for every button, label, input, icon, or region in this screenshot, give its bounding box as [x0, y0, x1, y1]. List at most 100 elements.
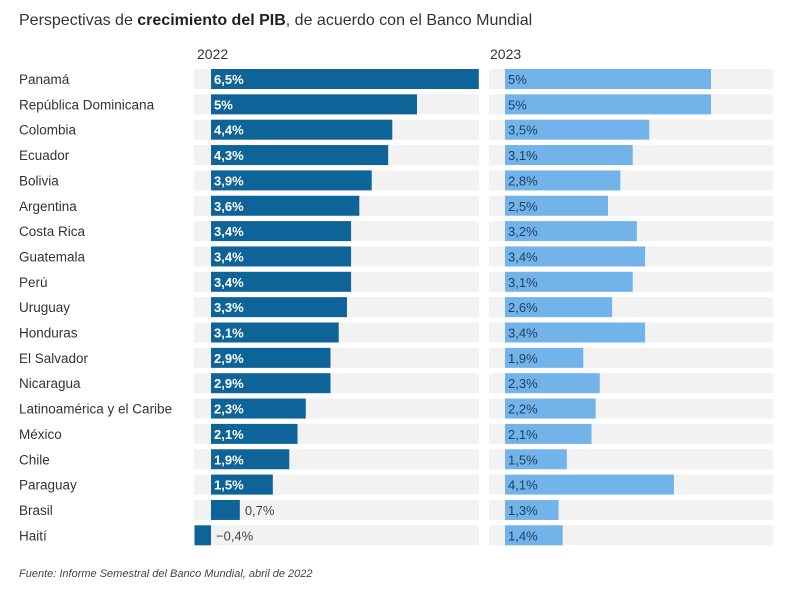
- data-label-2022: 3,3%: [214, 300, 244, 315]
- data-label-2023: 5%: [508, 72, 527, 87]
- bar-2023: [505, 221, 637, 242]
- bar-2023: [505, 499, 559, 520]
- data-label-2023: 2,3%: [508, 376, 538, 391]
- bar-2022: [211, 246, 352, 267]
- bar-2022: [211, 347, 331, 368]
- category-label: México: [19, 427, 62, 442]
- bar-2022: [211, 297, 347, 318]
- bar-2023: [505, 373, 600, 394]
- bar-2022: [211, 474, 273, 495]
- bar-2022: [211, 94, 417, 115]
- bar-2023: [505, 195, 608, 216]
- bar-2022: [211, 195, 360, 216]
- bar-2022: [211, 119, 393, 140]
- bar-2023: [505, 474, 674, 495]
- category-label: Colombia: [19, 123, 77, 138]
- data-label-2022: 2,3%: [214, 402, 244, 417]
- category-label: Chile: [19, 452, 50, 467]
- category-label: Haití: [19, 528, 47, 543]
- category-label: Panamá: [19, 72, 70, 87]
- bar-2023: [505, 347, 584, 368]
- bar-2023: [505, 423, 592, 444]
- title-suffix: , de acuerdo con el Banco Mundial: [285, 12, 533, 29]
- data-label-2023: 3,1%: [508, 148, 538, 163]
- category-label: Latinoamérica y el Caribe: [19, 402, 172, 417]
- category-label: Argentina: [19, 199, 77, 214]
- data-label-2022: 3,1%: [214, 326, 244, 341]
- data-label-2022: 4,3%: [214, 148, 244, 163]
- data-label-2022: 3,4%: [214, 224, 244, 239]
- bar-track-2023: [489, 499, 773, 520]
- bar-2023: [505, 449, 567, 470]
- data-label-2023: 3,5%: [508, 123, 538, 138]
- category-label: Paraguay: [19, 478, 77, 493]
- bar-2022: [211, 69, 479, 89]
- data-label-2022: 2,1%: [214, 427, 244, 442]
- bar-track-2022: [194, 499, 479, 520]
- category-label: Bolivia: [19, 173, 59, 188]
- bar-2023: [505, 297, 613, 318]
- category-label: Ecuador: [19, 148, 70, 163]
- data-label-2023: 2,8%: [508, 173, 538, 188]
- category-label: Costa Rica: [19, 224, 86, 239]
- data-label-2022: 0,7%: [245, 503, 275, 518]
- bar-2023: [505, 246, 646, 267]
- category-label: Perú: [19, 275, 48, 290]
- column-header-2022: 2022: [197, 46, 229, 62]
- category-label: Guatemala: [19, 249, 86, 264]
- data-label-2023: 3,1%: [508, 275, 538, 290]
- data-label-2022: 3,9%: [214, 173, 244, 188]
- data-label-2022: 1,9%: [214, 452, 244, 467]
- data-label-2023: 2,2%: [508, 402, 538, 417]
- data-label-2023: 2,1%: [508, 427, 538, 442]
- data-label-2022: 3,4%: [214, 249, 244, 264]
- bar-2022: [211, 271, 352, 292]
- data-label-2022: 1,5%: [214, 478, 244, 493]
- data-label-2022: 5%: [214, 97, 233, 112]
- column-header-2023: 2023: [490, 46, 522, 62]
- bar-2022: [211, 170, 372, 191]
- category-label: El Salvador: [19, 351, 89, 366]
- source-note: Fuente: Informe Semestral del Banco Mund…: [19, 568, 313, 580]
- bar-2022: [211, 398, 306, 419]
- data-label-2023: 1,9%: [508, 351, 538, 366]
- bar-2023: [505, 271, 633, 292]
- data-label-2023: 5%: [508, 97, 527, 112]
- bar-2022: [194, 525, 211, 546]
- category-label: Nicaragua: [19, 376, 81, 391]
- data-label-2022: 2,9%: [214, 351, 244, 366]
- data-label-2023: 3,2%: [508, 224, 538, 239]
- bar-2022: [211, 449, 290, 470]
- bar-2023: [505, 94, 711, 115]
- bar-2022: [211, 373, 331, 394]
- bar-2022: [211, 322, 339, 343]
- category-label: Uruguay: [19, 300, 70, 315]
- bar-2023: [505, 525, 563, 546]
- bar-2023: [505, 69, 711, 89]
- bar-2022: [211, 145, 389, 166]
- data-label-2023: 1,4%: [508, 528, 538, 543]
- title-prefix: Perspectivas de: [19, 12, 138, 29]
- data-label-2023: 2,6%: [508, 300, 538, 315]
- data-label-2023: 3,4%: [508, 249, 538, 264]
- data-label-2023: 4,1%: [508, 478, 538, 493]
- bar-2022: [211, 499, 240, 520]
- bar-2023: [505, 322, 646, 343]
- data-label-2022: −0,4%: [216, 528, 254, 543]
- data-label-2022: 3,4%: [214, 275, 244, 290]
- data-label-2022: 6,5%: [214, 72, 244, 87]
- bar-2023: [505, 398, 596, 419]
- data-label-2022: 3,6%: [214, 199, 244, 214]
- data-label-2023: 3,4%: [508, 326, 538, 341]
- bar-2023: [505, 145, 633, 166]
- data-label-2023: 1,5%: [508, 452, 538, 467]
- bar-2022: [211, 221, 352, 242]
- data-label-2023: 2,5%: [508, 199, 538, 214]
- chart-title: Perspectivas de crecimiento del PIB, de …: [19, 12, 532, 30]
- title-bold: crecimiento del PIB: [137, 12, 286, 29]
- bar-chart: Panamá 6,5% 5% República Dominicana 5% 5% Colo…: [19, 69, 773, 546]
- category-label: Honduras: [19, 326, 78, 341]
- category-label: República Dominicana: [19, 97, 155, 112]
- data-label-2022: 2,9%: [214, 376, 244, 391]
- bar-2022: [211, 423, 298, 444]
